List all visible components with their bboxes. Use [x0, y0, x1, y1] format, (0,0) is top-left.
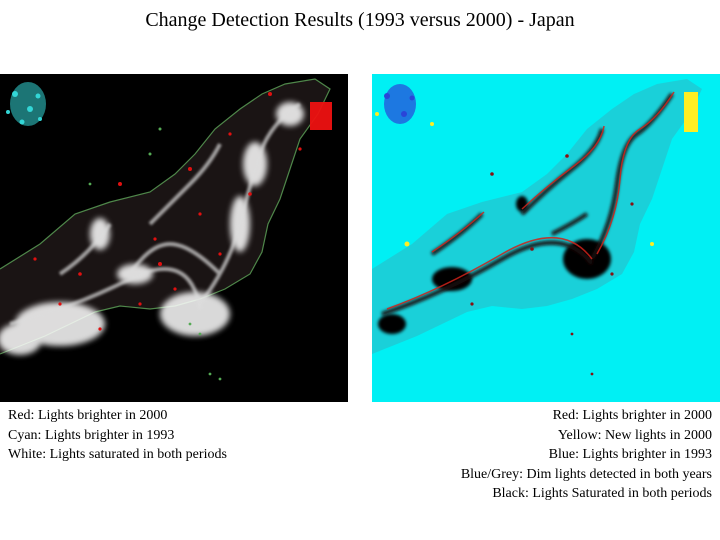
- legend-yellow-new: Yellow: New lights in 2000: [557, 427, 712, 443]
- legend-blue-1993: Blue: Lights brighter in 1993: [548, 447, 712, 462]
- legend-cyan-1993: Cyan: Lights brighter in 1993: [8, 427, 175, 443]
- left-change-detection-map: [0, 74, 348, 402]
- right-map-legend: Red: Lights brighter in 2000 Yellow: New…: [461, 406, 712, 504]
- legend-white-saturated: White: Lights saturated in both periods: [8, 447, 227, 462]
- slide-title: Change Detection Results (1993 versus 20…: [145, 9, 575, 31]
- right-change-classification-map: [372, 74, 720, 402]
- legend-red-2000: Red: Lights brighter in 2000: [552, 408, 712, 423]
- legend-black-saturated: Black: Lights Saturated in both periods: [492, 486, 712, 501]
- left-map-legend: Red: Lights brighter in 2000 Cyan: Light…: [8, 406, 227, 465]
- legend-red-2000: Red: Lights brighter in 2000: [8, 408, 168, 423]
- legend-blue-grey-dim: Blue/Grey: Dim lights detected in both y…: [460, 466, 712, 482]
